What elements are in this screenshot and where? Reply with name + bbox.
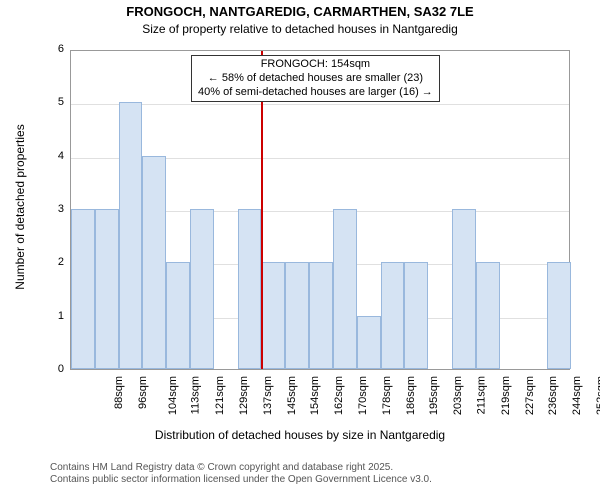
histogram-bar [190, 209, 214, 369]
y-tick-label: 5 [46, 96, 64, 108]
x-tick-label: 244sqm [571, 376, 583, 415]
annotation-line: ← 58% of detached houses are smaller (23… [198, 72, 433, 86]
x-tick-label: 203sqm [452, 376, 464, 415]
histogram-bar [357, 316, 381, 369]
histogram-bar [309, 262, 333, 369]
x-tick-label: 252sqm [595, 376, 600, 415]
footer-line-1: Contains HM Land Registry data © Crown c… [50, 462, 432, 474]
x-tick-label: 88sqm [113, 376, 125, 409]
chart-container: { "header": { "title": "FRONGOCH, NANTGA… [0, 0, 600, 500]
x-tick-label: 96sqm [137, 376, 149, 409]
histogram-bar [238, 209, 262, 369]
x-tick-label: 195sqm [429, 376, 441, 415]
histogram-bar [95, 209, 119, 369]
histogram-bar [119, 102, 143, 369]
histogram-bar [166, 262, 190, 369]
y-tick-label: 2 [46, 256, 64, 268]
chart-title: FRONGOCH, NANTGAREDIG, CARMARTHEN, SA32 … [0, 4, 600, 19]
x-tick-label: 211sqm [475, 376, 487, 414]
plot-area: FRONGOCH: 154sqm← 58% of detached houses… [70, 50, 570, 370]
x-tick-label: 154sqm [310, 376, 322, 415]
x-tick-label: 236sqm [548, 376, 560, 415]
x-tick-label: 104sqm [167, 376, 179, 415]
footer-line-2: Contains public sector information licen… [50, 474, 432, 486]
y-tick-label: 3 [46, 203, 64, 215]
y-tick-label: 0 [46, 363, 64, 375]
x-tick-label: 137sqm [262, 376, 274, 415]
annotation-box: FRONGOCH: 154sqm← 58% of detached houses… [191, 55, 440, 102]
y-tick-label: 1 [46, 310, 64, 322]
x-tick-label: 113sqm [190, 376, 202, 414]
x-tick-label: 170sqm [357, 376, 369, 415]
histogram-bar [452, 209, 476, 369]
histogram-bar [547, 262, 571, 369]
histogram-bar [333, 209, 357, 369]
histogram-bar [476, 262, 500, 369]
x-tick-label: 227sqm [524, 376, 536, 415]
x-tick-label: 219sqm [500, 376, 512, 415]
histogram-bar [142, 156, 166, 369]
y-axis-label: Number of detached properties [13, 97, 27, 317]
x-tick-label: 162sqm [333, 376, 345, 415]
y-tick-label: 4 [46, 150, 64, 162]
histogram-bar [261, 262, 285, 369]
x-tick-label: 129sqm [238, 376, 250, 415]
histogram-bar [71, 209, 95, 369]
x-tick-label: 145sqm [286, 376, 298, 415]
annotation-line: 40% of semi-detached houses are larger (… [198, 86, 433, 100]
histogram-bar [285, 262, 309, 369]
x-tick-label: 186sqm [405, 376, 417, 415]
gridline [71, 104, 569, 105]
chart-subtitle: Size of property relative to detached ho… [0, 22, 600, 36]
y-tick-label: 6 [46, 43, 64, 55]
histogram-bar [404, 262, 428, 369]
footer-credits: Contains HM Land Registry data © Crown c… [50, 462, 432, 486]
x-axis-label: Distribution of detached houses by size … [0, 428, 600, 442]
x-tick-label: 178sqm [381, 376, 393, 415]
histogram-bar [381, 262, 405, 369]
annotation-line: FRONGOCH: 154sqm [198, 58, 433, 72]
x-tick-label: 121sqm [214, 376, 226, 415]
